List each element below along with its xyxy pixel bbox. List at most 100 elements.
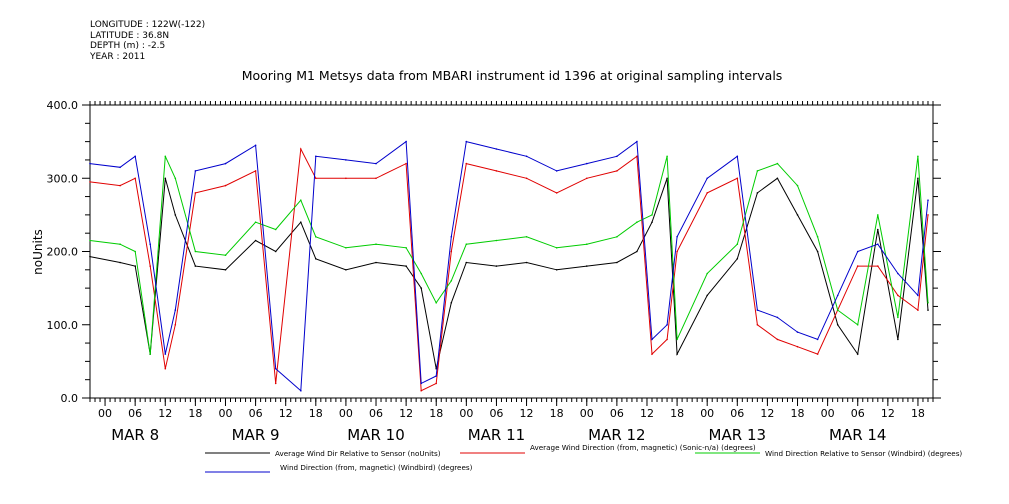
data-point (274, 250, 277, 253)
data-point (149, 265, 151, 267)
data-point (796, 345, 799, 348)
data-point (254, 144, 257, 147)
data-point (856, 324, 859, 326)
data-point (345, 177, 347, 180)
series-group (89, 140, 929, 392)
series-line-3 (89, 156, 929, 355)
data-point (164, 353, 167, 355)
x-tick-label: 00 (580, 407, 594, 420)
data-point (917, 294, 919, 297)
data-point (651, 221, 653, 223)
data-point (927, 302, 929, 304)
data-point (776, 177, 779, 180)
y-tick-label: 400.0 (47, 99, 79, 112)
data-point (224, 162, 227, 165)
data-point (555, 247, 558, 249)
series-line-4 (89, 140, 929, 392)
data-point (636, 155, 638, 158)
data-point (174, 309, 177, 311)
data-point (917, 155, 919, 158)
x-tick-label: 06 (249, 407, 263, 420)
data-point (375, 162, 377, 165)
data-point (651, 338, 653, 341)
data-point (119, 243, 121, 245)
x-tick-label: 12 (520, 407, 534, 420)
data-point (315, 236, 317, 238)
data-point (856, 250, 859, 253)
data-point (174, 214, 177, 216)
data-point (616, 170, 618, 172)
data-point (345, 247, 347, 249)
data-point (816, 338, 819, 341)
data-point (736, 243, 739, 245)
data-point (405, 162, 407, 165)
data-point (796, 214, 799, 216)
data-point (420, 382, 423, 385)
data-point (450, 250, 453, 253)
data-point (816, 236, 819, 238)
data-point (525, 236, 528, 238)
data-point (706, 272, 708, 275)
data-point (836, 309, 839, 311)
data-point (917, 309, 919, 311)
data-point (706, 294, 708, 297)
x-tick-label: 18 (791, 407, 805, 420)
x-tick-label: 06 (128, 407, 142, 420)
data-point (224, 269, 227, 271)
data-point (555, 269, 558, 271)
data-point (586, 162, 588, 165)
data-point (676, 250, 678, 253)
data-point (300, 199, 302, 201)
x-date-label: MAR 10 (347, 426, 404, 444)
data-point (756, 309, 759, 311)
data-point (405, 247, 407, 249)
data-point (555, 192, 558, 194)
data-point (756, 170, 759, 172)
x-date-label: MAR 11 (468, 426, 525, 444)
data-point (836, 294, 839, 297)
data-point (134, 265, 136, 267)
data-point (877, 228, 879, 231)
data-point (756, 192, 759, 194)
x-date-label: MAR 14 (829, 426, 886, 444)
data-point (897, 272, 899, 275)
y-tick-label: 200.0 (47, 246, 79, 259)
data-point (525, 155, 528, 158)
y-axis-label: noUnits (31, 229, 45, 275)
data-point (736, 177, 739, 180)
year-text: YEAR : 2011 (90, 51, 146, 62)
data-point (586, 177, 588, 180)
data-point (796, 331, 799, 333)
data-point (224, 254, 227, 256)
data-point (776, 338, 779, 341)
data-point (736, 155, 739, 158)
data-point (450, 280, 453, 282)
data-point (405, 265, 407, 267)
x-tick-label: 00 (700, 407, 714, 420)
data-point (119, 166, 121, 169)
data-point (525, 261, 528, 264)
data-point (636, 221, 638, 223)
data-point (495, 265, 498, 267)
data-point (666, 155, 668, 158)
data-point (224, 184, 227, 187)
y-tick-label: 100.0 (47, 319, 79, 332)
data-point (119, 261, 121, 264)
data-point (495, 148, 498, 150)
data-point (174, 324, 177, 326)
data-point (345, 159, 347, 161)
data-point (194, 192, 197, 194)
x-tick-label: 06 (489, 407, 503, 420)
series-line-2 (89, 147, 929, 392)
data-point (756, 324, 759, 326)
x-tick-label: 12 (399, 407, 413, 420)
depth-text: DEPTH (m) : -2.5 (90, 41, 166, 51)
x-tick-label: 00 (98, 407, 112, 420)
data-point (300, 148, 302, 150)
latitude-text: LATITUDE : 36.8N (90, 30, 170, 41)
data-point (274, 382, 277, 385)
data-point (877, 214, 879, 216)
data-point (676, 353, 678, 355)
data-point (495, 170, 498, 172)
data-point (450, 236, 453, 238)
